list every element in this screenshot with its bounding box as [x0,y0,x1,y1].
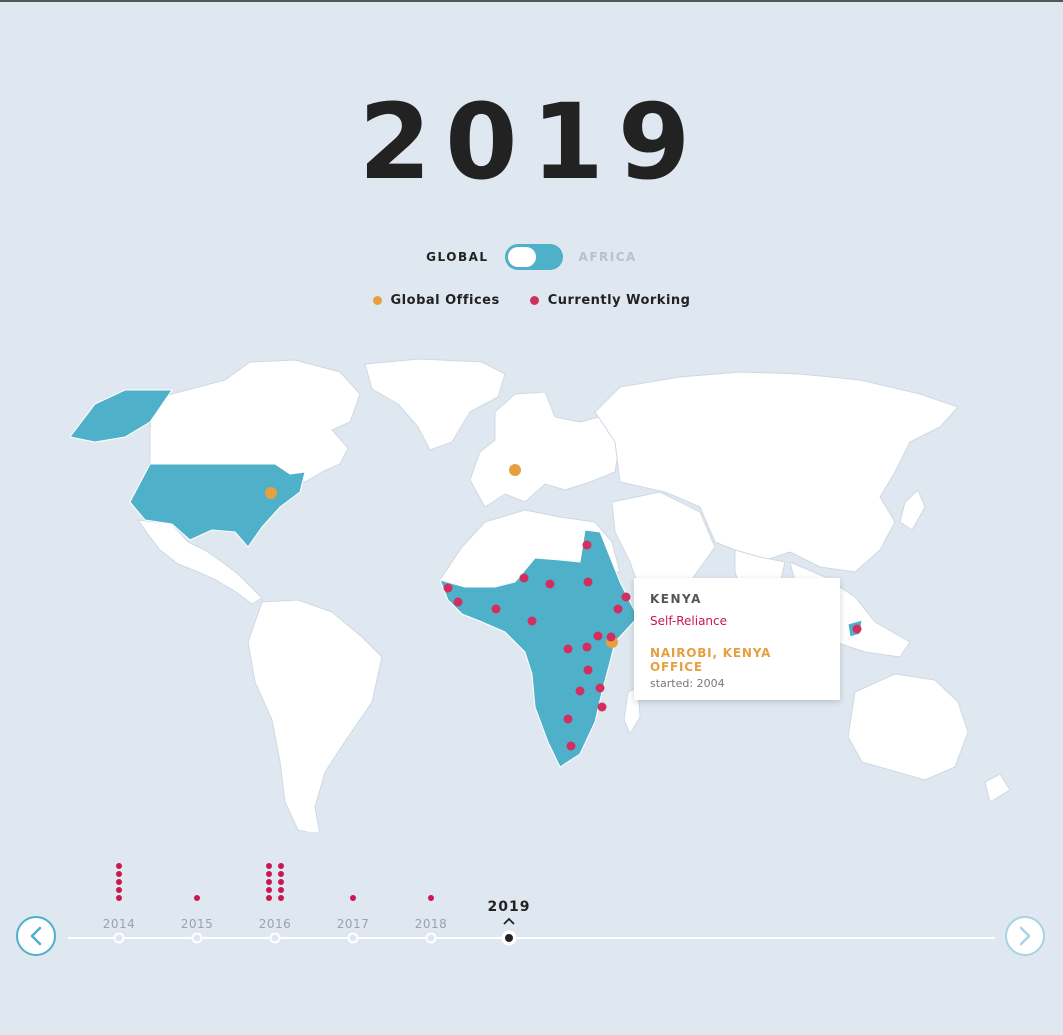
timeline-year-2016[interactable]: 2016 [258,917,292,931]
timeline-count-dot [278,871,284,877]
japan-shape [899,489,926,531]
timeline-current-year: 2019 [487,899,531,915]
toggle-label-africa[interactable]: AFRICA [578,250,637,264]
timeline-node[interactable] [269,932,281,944]
world-map [69,358,1011,832]
timeline-count-dot [116,871,122,877]
legend-currently-working: Currently Working [529,293,691,308]
chevron-left-icon [30,926,42,946]
orange-dot-icon [372,296,382,305]
next-year-button[interactable] [1005,916,1045,956]
new-zealand-shape [984,773,1011,803]
usa-shape [129,463,306,548]
greenland-shape [364,358,506,451]
legend-label: Global Offices [390,293,500,308]
program-marker[interactable] [582,540,592,550]
toggle-knob[interactable] [507,247,536,267]
timeline-count-dot [116,863,122,869]
tooltip-started: started: 2004 [650,677,725,690]
timeline-count-dot [116,895,122,901]
timeline-count-dot [278,879,284,885]
timeline-count-dot [428,895,434,901]
timeline-year-2018[interactable]: 2018 [414,917,448,931]
program-marker[interactable] [443,583,453,593]
timeline-count-dot [266,863,272,869]
program-marker[interactable] [545,579,555,589]
program-marker[interactable] [621,592,631,602]
timeline-count-dot [278,895,284,901]
program-marker[interactable] [597,702,607,712]
timeline-node[interactable] [191,932,203,944]
timeline-count-dot [116,887,122,893]
timeline-count-dot [266,887,272,893]
program-marker[interactable] [519,573,529,583]
office-marker[interactable] [509,464,521,476]
timeline [68,863,995,946]
canada-shape [149,359,361,483]
timeline-count-dot [194,895,200,901]
tooltip-program: Self-Reliance [650,614,728,628]
alaska-shape [69,389,173,443]
year-title: 2019 [358,81,705,203]
timeline-count-dot [266,871,272,877]
timeline-year-2015[interactable]: 2015 [180,917,214,931]
program-marker[interactable] [852,624,862,634]
legend-label: Currently Working [547,293,691,308]
timeline-node[interactable] [113,932,125,944]
office-marker[interactable] [265,487,277,499]
africa-highlight-shape [439,529,639,768]
caret-up-icon [503,917,515,925]
timeline-node[interactable] [425,932,437,944]
region-toggle-row: GLOBAL AFRICA [0,244,1063,270]
program-marker[interactable] [583,577,593,587]
prev-year-button[interactable] [16,916,56,956]
timeline-year-2014[interactable]: 2014 [102,917,136,931]
program-marker[interactable] [575,686,585,696]
timeline-current-dot [505,934,513,942]
south-america-shape [247,599,383,832]
timeline-count-dot [278,863,284,869]
tooltip-office: NAIROBI, KENYA OFFICE [650,646,772,674]
timeline-count-dot [266,879,272,885]
timeline-year-2017[interactable]: 2017 [336,917,370,931]
mexico-shape [137,519,263,605]
program-marker[interactable] [527,616,537,626]
timeline-count-dot [350,895,356,901]
timeline-count-dot [266,895,272,901]
program-marker[interactable] [563,714,573,724]
timeline-count-dot [116,879,122,885]
crimson-dot-icon [529,296,539,305]
program-marker[interactable] [583,665,593,675]
timeline-count-dot [278,887,284,893]
program-marker[interactable] [563,644,573,654]
program-marker[interactable] [491,604,501,614]
program-marker[interactable] [566,741,576,751]
chevron-right-icon [1019,926,1031,946]
country-tooltip: KENYA Self-Reliance NAIROBI, KENYA OFFIC… [634,578,840,700]
region-toggle[interactable] [504,244,563,270]
timeline-node[interactable] [347,932,359,944]
program-marker[interactable] [582,642,592,652]
australia-shape [847,673,969,781]
program-marker[interactable] [606,632,616,642]
map-markers [265,464,862,751]
program-marker[interactable] [595,683,605,693]
tooltip-country: KENYA [650,592,702,606]
program-marker[interactable] [613,604,623,614]
program-marker[interactable] [453,597,463,607]
program-marker[interactable] [593,631,603,641]
toggle-label-global[interactable]: GLOBAL [426,250,489,264]
map-legend: Global Offices Currently Working [0,293,1063,308]
legend-global-offices: Global Offices [372,293,500,308]
asia-shape [594,371,959,573]
